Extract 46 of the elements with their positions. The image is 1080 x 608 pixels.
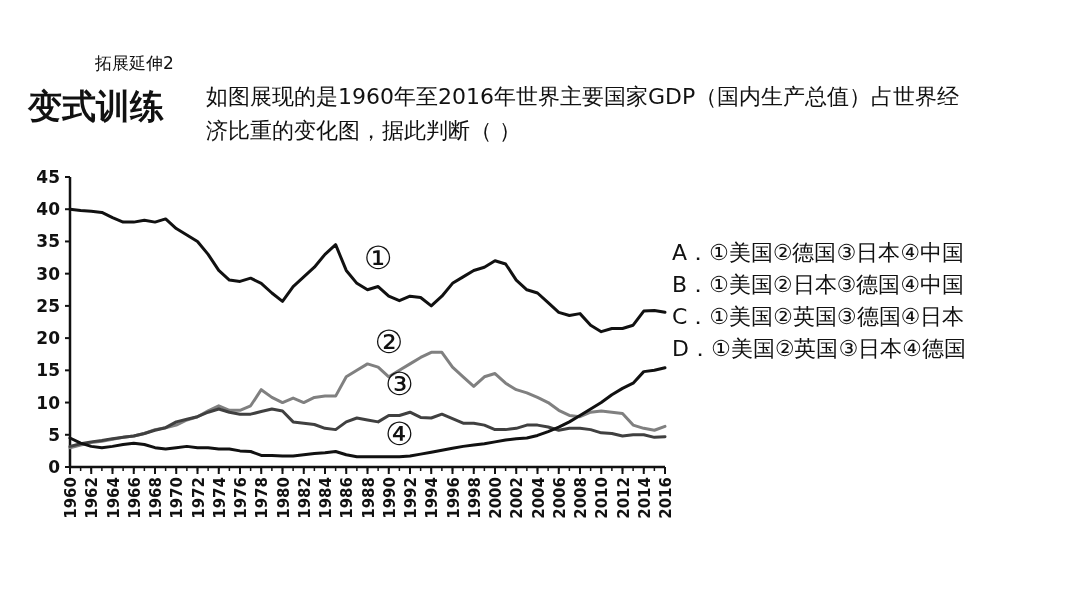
x-tick-label: 1980: [274, 477, 293, 519]
x-tick-label: 1978: [253, 477, 272, 519]
annotation: 拓展延伸2: [95, 52, 174, 75]
x-tick-label: 1962: [83, 477, 102, 519]
x-tick-label: 1964: [104, 477, 123, 519]
x-tick-label: 1966: [125, 477, 144, 519]
annotation: A．①美国②德国③日本④中国: [672, 239, 964, 267]
y-tick-label: 25: [36, 295, 60, 316]
y-tick-label: 15: [36, 360, 60, 381]
x-tick-label: 1976: [232, 477, 250, 519]
x-tick-label: 2006: [550, 477, 569, 519]
y-tick-label: 0: [48, 457, 61, 477]
y-tick-label: 30: [36, 263, 61, 284]
y-tick-label: 45: [36, 167, 60, 187]
x-tick-label: 1990: [380, 477, 399, 519]
x-tick-label: 1972: [189, 477, 208, 519]
x-tick-label: 1998: [465, 477, 484, 519]
x-tick-label: 1984: [317, 477, 335, 519]
annotation: B．①美国②日本③德国④中国: [672, 271, 964, 299]
x-tick-label: 2000: [487, 477, 505, 519]
x-tick-label: 1988: [359, 477, 378, 519]
x-tick-label: 1986: [338, 477, 357, 519]
x-tick-label: 1992: [402, 477, 420, 519]
y-tick-label: 5: [48, 424, 60, 445]
y-tick-label: 20: [36, 328, 61, 349]
x-tick-label: 1994: [423, 477, 442, 519]
x-tick-label: 2012: [614, 477, 633, 519]
x-tick-label: 2016: [657, 477, 675, 519]
x-tick-label: 1968: [147, 477, 165, 519]
annotation: C．①美国②英国③德国④日本: [672, 303, 965, 331]
x-tick-label: 2008: [572, 477, 590, 519]
title: 变式训练: [28, 85, 164, 128]
x-tick-label: 1960: [62, 477, 80, 519]
y-tick-label: 40: [36, 199, 61, 220]
annotation: D．①美国②英国③日本④德国: [672, 335, 966, 363]
y-tick-label: 10: [36, 392, 61, 413]
x-tick-label: 1982: [295, 477, 314, 519]
subtitle: 如图展现的是1960年至2016年世界主要国家GDP（国内生产总值）占世界经济比重的变化图，据此判断（ ）: [206, 83, 961, 145]
x-tick-label: 1974: [210, 477, 229, 519]
x-tick-label: 1996: [444, 477, 463, 519]
x-tick-label: 2014: [635, 477, 654, 519]
y-tick-label: 35: [36, 231, 60, 252]
x-tick-label: 2010: [593, 477, 612, 519]
x-tick-label: 2002: [508, 477, 527, 519]
x-tick-label: 1970: [168, 477, 187, 519]
x-tick-label: 2004: [529, 477, 548, 519]
